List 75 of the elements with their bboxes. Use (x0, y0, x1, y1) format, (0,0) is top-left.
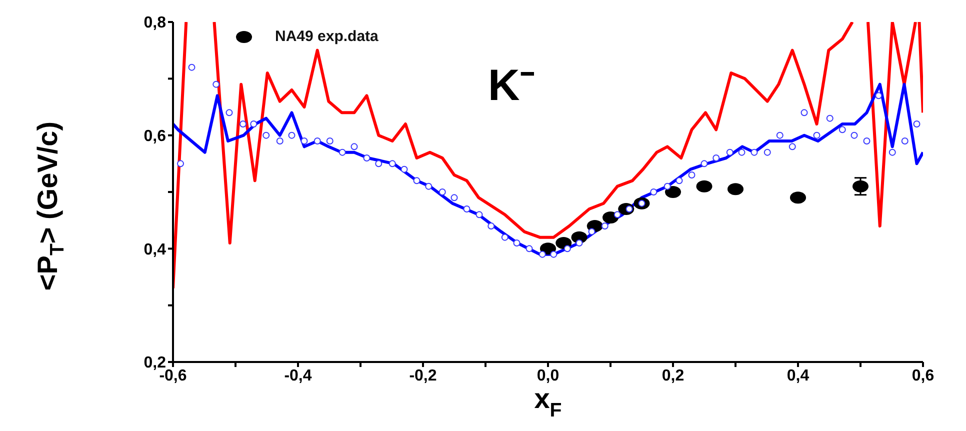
point (852, 180, 868, 192)
point (913, 120, 920, 128)
x-tick-label: 0,6 (912, 367, 934, 384)
point (888, 148, 896, 156)
point (665, 186, 681, 198)
point (413, 177, 420, 184)
point (800, 109, 808, 116)
point (350, 143, 358, 150)
point (363, 154, 370, 162)
annotation: K⁻ (488, 61, 535, 110)
point (850, 132, 858, 139)
y-tick-label: 0,4 (144, 241, 166, 258)
point (425, 182, 432, 190)
x-tick-label: 0,4 (786, 367, 810, 384)
point (875, 92, 882, 100)
point (476, 211, 483, 218)
point (813, 132, 820, 139)
point (712, 154, 720, 162)
point (177, 160, 184, 168)
point (501, 234, 508, 241)
point (338, 148, 346, 156)
x-tick-label: -0,4 (284, 367, 312, 384)
point (226, 109, 233, 116)
point (400, 166, 408, 173)
y-tick-label: 0,6 (144, 128, 166, 146)
point (738, 148, 746, 156)
point (526, 245, 533, 252)
point (728, 183, 744, 196)
point (488, 222, 495, 230)
point (450, 194, 458, 202)
point (700, 160, 708, 168)
point (438, 188, 446, 196)
point (300, 138, 308, 144)
point (588, 228, 596, 236)
point (696, 180, 712, 192)
point (538, 250, 546, 258)
point (564, 245, 571, 252)
point (288, 132, 296, 139)
point (513, 240, 520, 246)
point (790, 192, 806, 204)
point (664, 182, 671, 190)
x-axis-title: x$_{F}$ (534, 383, 562, 422)
point (750, 148, 758, 156)
point (576, 240, 583, 246)
point (276, 138, 284, 144)
point (826, 114, 834, 122)
point (250, 120, 258, 128)
point (601, 222, 608, 230)
x-tick-label: 0,2 (662, 367, 684, 384)
point (550, 250, 558, 258)
point (326, 138, 334, 144)
point (388, 160, 396, 168)
point (776, 132, 784, 139)
y-tick-label: 0,8 (144, 14, 166, 32)
point (676, 177, 683, 184)
point (614, 211, 621, 218)
point (901, 138, 908, 144)
point (688, 172, 696, 178)
point (863, 138, 870, 144)
point (240, 120, 246, 128)
x-tick-label: 0,0 (536, 367, 560, 384)
point (764, 148, 771, 156)
point (838, 126, 846, 134)
point (788, 143, 796, 150)
point (556, 237, 572, 249)
point (726, 148, 734, 156)
x-tick-label: -0,2 (409, 367, 437, 384)
point (314, 138, 321, 144)
legend-label: NA49 exp.data (275, 28, 378, 45)
point (262, 132, 270, 139)
point (463, 206, 470, 212)
point (375, 160, 382, 168)
point (650, 188, 658, 196)
point (188, 64, 196, 71)
point (212, 80, 220, 88)
